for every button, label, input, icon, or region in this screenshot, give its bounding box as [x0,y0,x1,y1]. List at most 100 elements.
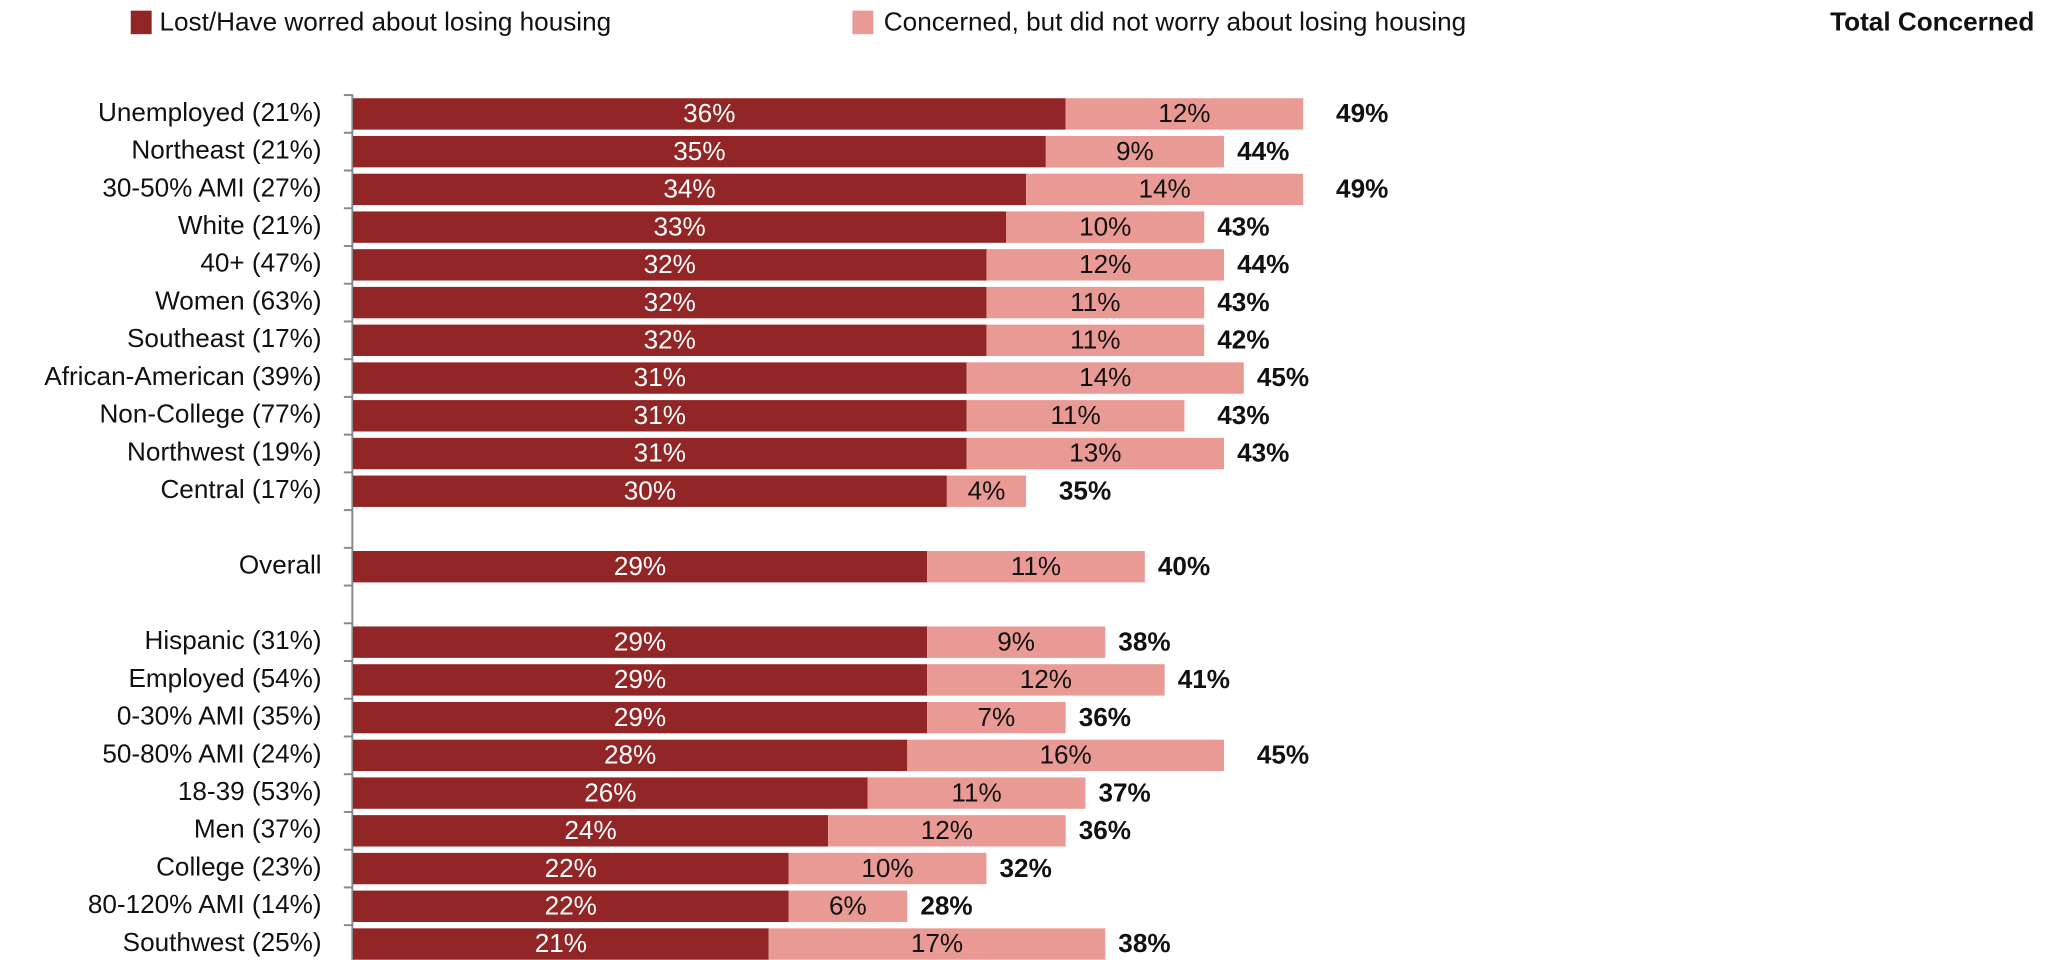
segment-label: 21% [535,928,587,958]
legend-label: Lost/Have worred about losing housing [160,7,612,37]
category-label: Hispanic (31%) [144,625,321,655]
bar-segment [966,437,1225,470]
segment-label: 24% [564,815,616,845]
segment-label: 33% [653,211,705,241]
bar-segment [927,626,1106,658]
category-label: African-American (39%) [44,361,321,391]
total-label: 43% [1217,287,1269,317]
bar-segment [352,400,967,432]
bar-segment [966,362,1244,394]
total-label: 41% [1178,664,1230,694]
total-label: 37% [1099,777,1151,807]
category-label: Southwest (25%) [123,927,322,957]
category-label: Northeast (21%) [131,135,321,165]
segment-label: 36% [683,98,735,128]
total-label: 49% [1336,174,1388,204]
segment-label: 11% [1050,400,1100,430]
total-label: 45% [1257,362,1309,392]
bar-segment [352,890,789,922]
category-label: Overall [239,550,322,580]
segment-label: 12% [1020,664,1072,694]
category-label: White (21%) [178,210,322,240]
category-label: 80-120% AMI (14%) [88,889,322,919]
category-label: Women (63%) [155,285,321,315]
segment-label: 9% [1116,136,1154,166]
bar-segment [966,400,1185,432]
category-label: Northwest (19%) [127,436,322,466]
bar-segment [352,626,928,658]
segment-label: 11% [1011,551,1061,581]
total-label: 43% [1237,438,1289,468]
legend-swatch [852,10,874,35]
category-label: Non-College (77%) [99,399,321,429]
segment-label: 26% [584,777,636,807]
total-label: 43% [1217,400,1269,430]
total-label: 38% [1118,626,1170,656]
bar-segment [986,324,1205,357]
segment-label: 32% [644,249,696,279]
total-label: 40% [1158,551,1210,581]
bar-segment [867,777,1086,809]
bar-segment [352,135,1046,168]
bar-segment [352,98,1066,130]
bar-segment [352,324,987,357]
segment-label: 22% [545,891,597,921]
segment-label: 29% [614,702,666,732]
segment-label: 14% [1079,362,1131,392]
bar-segment [352,286,987,319]
bar-segment [352,551,928,583]
bar-segment [1045,135,1225,168]
category-label: 0-30% AMI (35%) [117,701,322,731]
totals-header: Total Concerned [1830,7,2034,37]
bar-segment [1026,173,1304,206]
legend-swatch [130,10,152,35]
bar-segment [927,664,1165,696]
total-label: 42% [1217,325,1269,355]
segment-label: 9% [997,626,1035,656]
segment-label: 22% [545,853,597,883]
total-label: 36% [1079,702,1131,732]
segment-label: 11% [1070,325,1120,355]
segment-label: 13% [1069,438,1121,468]
bar-segment [1006,211,1205,243]
segment-label: 7% [977,702,1015,732]
segment-label: 10% [861,853,913,883]
bar-segment [927,551,1145,583]
bar-segment [927,701,1066,734]
category-label: Employed (54%) [128,663,321,693]
segment-label: 11% [951,777,1001,807]
bar-segment [352,701,928,734]
total-label: 44% [1237,136,1289,166]
total-label: 32% [1000,853,1052,883]
total-label: 43% [1217,211,1269,241]
bar-segment [352,928,769,960]
segment-label: 31% [634,400,686,430]
segment-label: 12% [1158,98,1210,128]
segment-label: 16% [1039,740,1091,770]
bar-segment [352,249,987,281]
segment-label: 29% [614,664,666,694]
segment-label: 12% [1079,249,1131,279]
bar-segment [1065,98,1304,130]
segment-label: 28% [604,740,656,770]
legend-label: Concerned, but did not worry about losin… [884,7,1466,37]
segment-label: 30% [624,475,676,505]
total-label: 44% [1237,249,1289,279]
segment-label: 31% [634,438,686,468]
total-label: 28% [920,891,972,921]
segment-label: 32% [644,325,696,355]
segment-label: 14% [1138,174,1190,204]
segment-label: 12% [921,815,973,845]
category-label: Central (17%) [160,474,321,504]
bar-segment [352,664,928,696]
bar-segment [352,173,1027,206]
total-label: 45% [1257,740,1309,770]
category-label: Southeast (17%) [127,323,322,353]
bar-segment [946,475,1027,507]
bar-segment [788,852,987,885]
bar-segment [828,815,1066,847]
segment-label: 11% [1070,287,1120,317]
bar-segment [352,777,868,809]
bar-segment [986,249,1225,281]
